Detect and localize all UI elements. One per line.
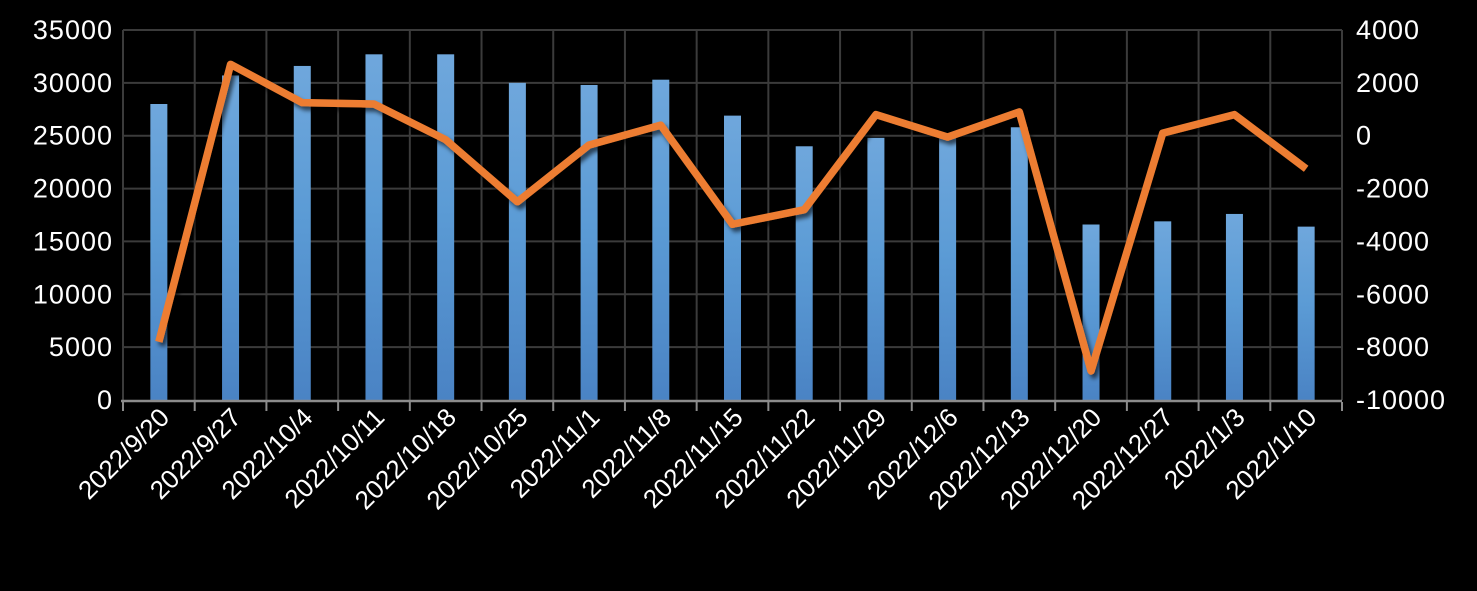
bar <box>795 146 813 400</box>
bar <box>293 65 311 400</box>
bar <box>724 115 741 400</box>
bar <box>1154 221 1172 400</box>
y-axis-tick-label-right: -10000 <box>1356 385 1446 415</box>
bar <box>437 54 455 401</box>
bar-series <box>150 54 1315 401</box>
bar <box>365 54 383 401</box>
bar <box>867 137 885 401</box>
bar <box>222 75 240 400</box>
bar <box>580 84 598 400</box>
y-axis-tick-label-right: 0 <box>1356 121 1372 151</box>
bar <box>1225 213 1243 400</box>
bar <box>508 82 526 400</box>
y-axis-tick-label-left: 20000 <box>33 174 113 204</box>
y-axis-tick-label-right: 2000 <box>1356 68 1420 98</box>
x-axis <box>121 399 1343 411</box>
line-series-path <box>155 60 1309 375</box>
y-axis-tick-label-left: 25000 <box>33 121 113 151</box>
bar <box>1297 226 1315 400</box>
y-axis-tick-label-right: -4000 <box>1356 226 1430 256</box>
y-axis-right-labels: -10000 -8000 -6000 -4000 -2000 0 2000 4000 <box>1356 15 1446 415</box>
bar <box>939 136 957 400</box>
y-axis-left-labels: 0 5000 10000 15000 20000 25000 30000 35000 <box>33 15 113 415</box>
y-axis-tick-label-right: -6000 <box>1356 279 1430 309</box>
bar <box>1010 127 1028 400</box>
y-axis-tick-label-left: 5000 <box>49 332 113 362</box>
y-axis-tick-label-right: -8000 <box>1356 332 1430 362</box>
bar <box>150 104 168 400</box>
y-axis-tick-label-left: 15000 <box>33 226 113 256</box>
y-axis-tick-label-right: -2000 <box>1356 174 1430 204</box>
y-axis-tick-label-left: 0 <box>97 385 113 415</box>
y-axis-tick-label-left: 10000 <box>33 279 113 309</box>
y-axis-tick-label-right: 4000 <box>1356 15 1420 45</box>
y-axis-tick-label-left: 35000 <box>33 15 113 45</box>
y-axis-tick-label-left: 30000 <box>33 68 113 98</box>
bar <box>652 79 670 400</box>
